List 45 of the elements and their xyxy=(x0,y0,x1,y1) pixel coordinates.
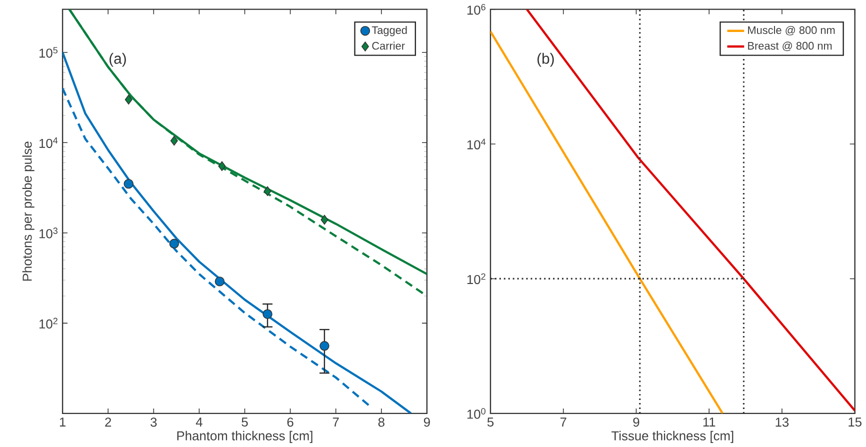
annotation: (a) xyxy=(110,52,126,67)
point xyxy=(218,161,226,172)
line-series xyxy=(62,87,372,408)
point xyxy=(169,238,180,249)
line-series xyxy=(62,51,412,414)
x-tick-label: 9 xyxy=(633,418,640,427)
legend-label: Tagged xyxy=(372,26,407,36)
x-tick-label: 5 xyxy=(487,418,494,427)
x-tick-label: 6 xyxy=(287,418,294,427)
legend-label: Carrier xyxy=(372,42,405,50)
y-tick-label: 10$^{4}$ xyxy=(39,137,58,148)
legend-label: Muscle @ 800 nm xyxy=(748,26,835,36)
x-tick-label: 8 xyxy=(378,418,384,427)
point xyxy=(170,136,178,146)
point xyxy=(264,186,272,196)
y-tick-label: 10$^{6}$ xyxy=(467,4,486,15)
x-tick-label: 13 xyxy=(776,418,789,427)
y-tick-label: 10$^{0}$ xyxy=(467,408,486,419)
x-tick-label: 3 xyxy=(150,418,157,427)
point xyxy=(320,214,328,225)
x-axis-title: Phantom thickness [cm] xyxy=(177,430,312,443)
line-series xyxy=(526,9,855,412)
annotation: (b) xyxy=(537,52,554,67)
x-tick-label: 1 xyxy=(60,418,66,427)
x-tick-label: 7 xyxy=(332,418,339,427)
x-axis-title: Tissue thickness [cm] xyxy=(612,430,734,443)
x-tick-label: 5 xyxy=(242,418,248,427)
x-tick-label: 9 xyxy=(424,418,430,427)
x-tick-label: 2 xyxy=(105,418,112,427)
x-tick-label: 7 xyxy=(560,418,566,427)
y-axis-title: Photons per probe pulse xyxy=(22,142,34,281)
y-tick-label: 10$^{5}$ xyxy=(39,47,58,58)
y-tick-label: 10$^{2}$ xyxy=(39,318,58,329)
point xyxy=(320,341,330,351)
legend-label: Breast @ 800 nm xyxy=(748,42,832,52)
y-tick-label: 10$^{3}$ xyxy=(39,228,58,238)
y-tick-label: 10$^{4}$ xyxy=(467,138,486,150)
x-tick-label: 11 xyxy=(703,418,716,427)
point xyxy=(214,276,225,286)
x-tick-label: 4 xyxy=(196,418,202,427)
point xyxy=(124,94,132,105)
point xyxy=(262,309,272,320)
point xyxy=(124,179,134,189)
x-tick-label: 15 xyxy=(848,418,862,427)
y-tick-label: 10$^{2}$ xyxy=(467,273,486,284)
